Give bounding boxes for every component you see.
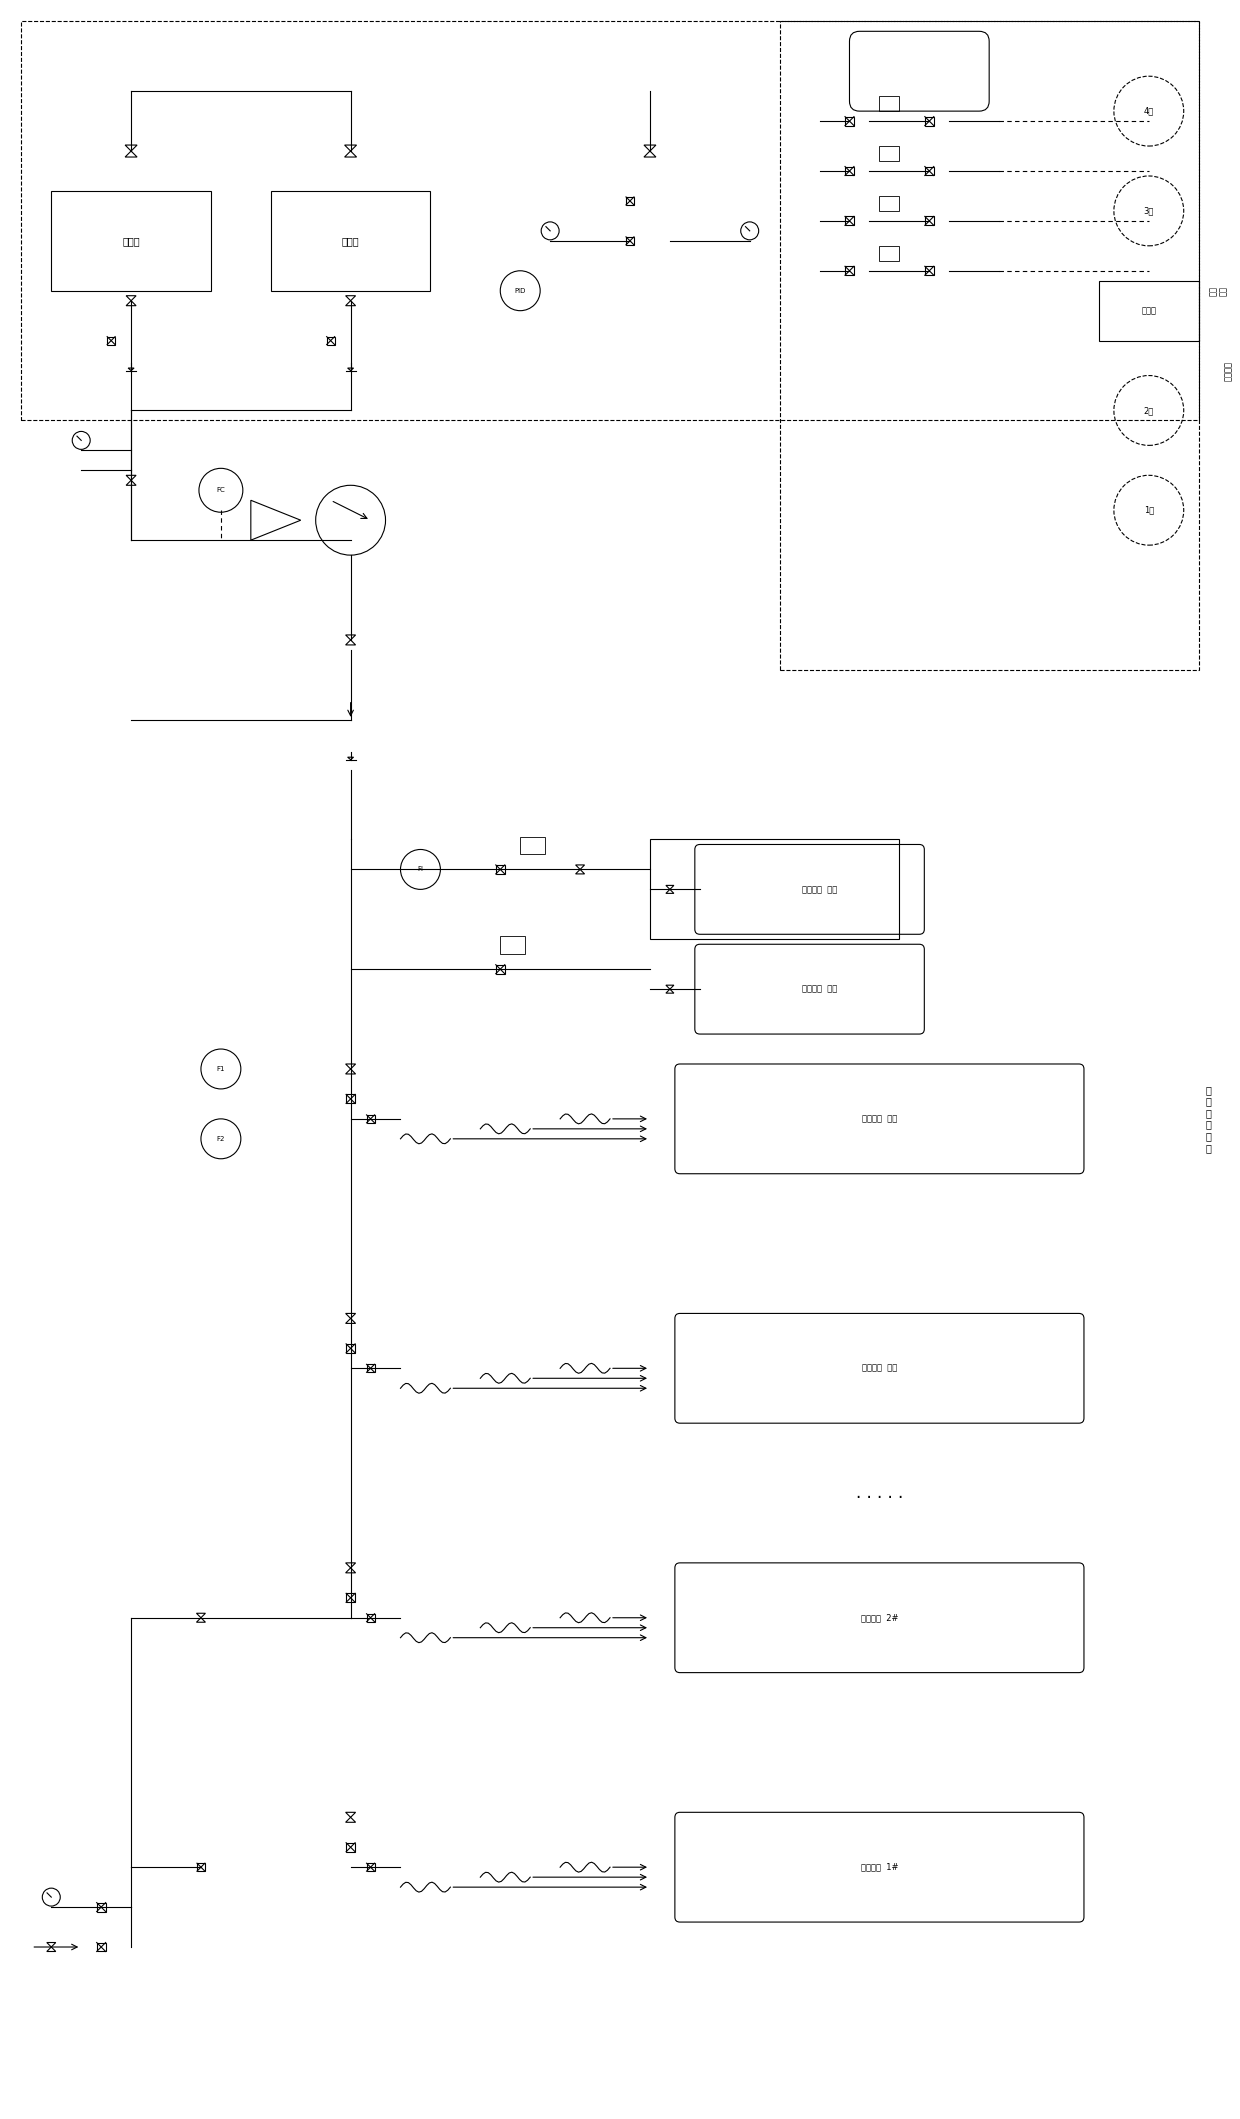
Text: F1: F1 [217, 1066, 226, 1072]
Polygon shape [347, 369, 353, 371]
Text: 3区: 3区 [1143, 206, 1154, 216]
Text: 燃烧喷嘴  1#: 燃烧喷嘴 1# [861, 1863, 898, 1871]
Bar [500, 937, 526, 954]
Bar [844, 267, 854, 275]
Bar [346, 1593, 355, 1602]
Bar [1099, 280, 1199, 341]
Bar [367, 1615, 374, 1621]
Text: 矿泉水: 矿泉水 [342, 235, 360, 246]
Bar [521, 837, 546, 854]
Text: 燃烧器: 燃烧器 [1141, 305, 1157, 316]
Text: 燃扩子束  单步: 燃扩子束 单步 [802, 985, 837, 994]
Bar [197, 1863, 205, 1871]
Bar [925, 117, 934, 125]
Bar [367, 1365, 374, 1373]
Text: 燃烧喷嘴  进气: 燃烧喷嘴 进气 [862, 1365, 897, 1373]
Bar [270, 191, 430, 290]
Text: · · · · ·: · · · · · [856, 1490, 903, 1507]
Bar [346, 1093, 355, 1104]
Text: 燃
烧
喷
嘴
系
统: 燃 烧 喷 嘴 系 统 [1205, 1085, 1211, 1153]
Bar [367, 1863, 374, 1871]
Bar [346, 1343, 355, 1352]
Bar [626, 197, 634, 206]
Bar [326, 337, 335, 345]
Bar [925, 267, 934, 275]
Bar [21, 21, 1199, 420]
Text: 燃扩子束  多步: 燃扩子束 多步 [802, 886, 837, 894]
Bar [97, 1943, 105, 1952]
Bar [879, 195, 899, 212]
Text: 燃烧
系统: 燃烧 系统 [1209, 286, 1229, 297]
Bar [844, 216, 854, 225]
Text: 燃烧系统: 燃烧系统 [1224, 360, 1233, 381]
Text: FI: FI [418, 867, 423, 873]
Bar [879, 146, 899, 161]
Bar [97, 1903, 105, 1911]
Text: FC: FC [217, 487, 226, 494]
Text: 燃烧喷嘴  进气: 燃烧喷嘴 进气 [862, 1115, 897, 1123]
Bar [107, 337, 115, 345]
Bar [925, 216, 934, 225]
Bar [367, 1115, 374, 1123]
Bar [496, 964, 505, 975]
Bar [626, 237, 634, 246]
Polygon shape [128, 369, 134, 371]
Text: 燃烧喷嘴  2#: 燃烧喷嘴 2# [861, 1613, 898, 1623]
Bar [346, 1844, 355, 1852]
Text: 1区: 1区 [1143, 506, 1154, 515]
Bar [925, 167, 934, 176]
Bar [879, 95, 899, 110]
Bar [844, 117, 854, 125]
Text: 4区: 4区 [1143, 106, 1154, 117]
Text: 矿泉水: 矿泉水 [123, 235, 140, 246]
Bar [51, 191, 211, 290]
Text: F2: F2 [217, 1136, 226, 1142]
Bar [844, 167, 854, 176]
Bar [496, 865, 505, 873]
Text: 2区: 2区 [1143, 407, 1154, 415]
Bar [879, 246, 899, 261]
Bar [650, 839, 899, 939]
Bar [780, 21, 1199, 670]
Polygon shape [347, 756, 353, 761]
Text: PID: PID [515, 288, 526, 295]
